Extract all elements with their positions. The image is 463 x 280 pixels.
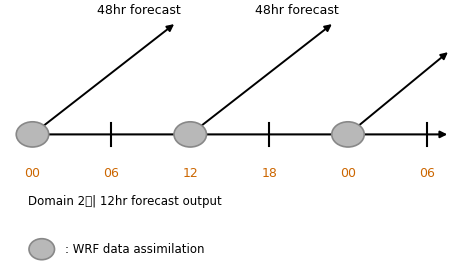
- Text: 18: 18: [261, 167, 276, 180]
- Ellipse shape: [331, 122, 363, 147]
- Ellipse shape: [29, 239, 55, 260]
- Text: 48hr forecast: 48hr forecast: [97, 4, 181, 17]
- Text: Domain 2의| 12hr forecast output: Domain 2의| 12hr forecast output: [28, 195, 221, 208]
- Text: 00: 00: [25, 167, 40, 180]
- Ellipse shape: [16, 122, 49, 147]
- Text: 00: 00: [339, 167, 355, 180]
- Text: : WRF data assimilation: : WRF data assimilation: [65, 243, 204, 256]
- Text: 06: 06: [418, 167, 434, 180]
- Text: 06: 06: [103, 167, 119, 180]
- Text: 12: 12: [182, 167, 198, 180]
- Ellipse shape: [174, 122, 206, 147]
- Text: 48hr forecast: 48hr forecast: [255, 4, 338, 17]
